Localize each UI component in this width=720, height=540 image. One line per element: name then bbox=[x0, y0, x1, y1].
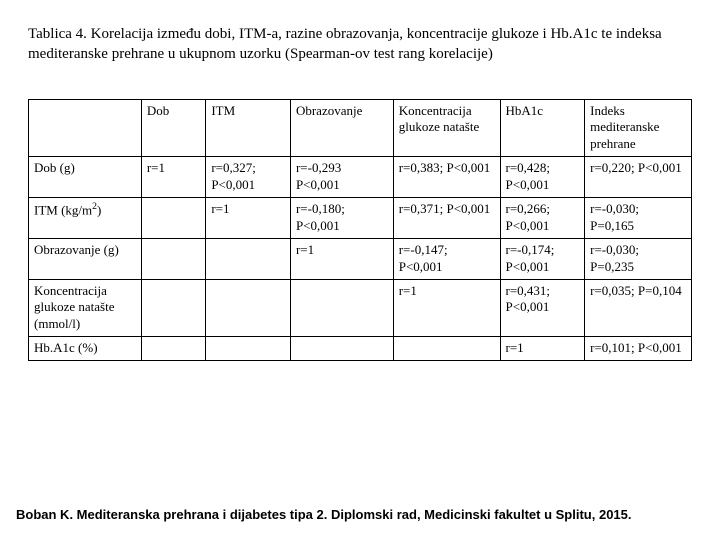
cell: r=-0,174; P<0,001 bbox=[500, 238, 585, 279]
table-row: Koncentracija glukoze natašte (mmol/l) r=… bbox=[29, 279, 692, 337]
col-header: HbA1c bbox=[500, 99, 585, 157]
cell bbox=[393, 337, 500, 361]
cell: r=0,327; P<0,001 bbox=[206, 157, 291, 198]
table-header-row: Dob ITM Obrazovanje Koncentracija glukoz… bbox=[29, 99, 692, 157]
row-label: Koncentracija glukoze natašte (mmol/l) bbox=[29, 279, 142, 337]
col-header: Indeks mediteranske prehrane bbox=[585, 99, 692, 157]
cell bbox=[206, 238, 291, 279]
table-caption: Tablica 4. Korelacija između dobi, ITM-a… bbox=[28, 24, 692, 65]
cell bbox=[206, 337, 291, 361]
cell bbox=[141, 337, 205, 361]
cell: r=1 bbox=[393, 279, 500, 337]
cell: r=-0,293 P<0,001 bbox=[290, 157, 393, 198]
cell: r=-0,180; P<0,001 bbox=[290, 197, 393, 238]
col-header bbox=[29, 99, 142, 157]
table-row: Hb.A1c (%) r=1r=0,101; P<0,001 bbox=[29, 337, 692, 361]
table-row: Dob (g)r=1r=0,327; P<0,001r=-0,293 P<0,0… bbox=[29, 157, 692, 198]
cell: r=0,371; P<0,001 bbox=[393, 197, 500, 238]
cell bbox=[141, 238, 205, 279]
cell: r=1 bbox=[290, 238, 393, 279]
cell bbox=[290, 337, 393, 361]
cell bbox=[206, 279, 291, 337]
cell: r=1 bbox=[141, 157, 205, 198]
row-label: Dob (g) bbox=[29, 157, 142, 198]
cell bbox=[290, 279, 393, 337]
table-row: Obrazovanje (g)r=1r=-0,147; P<0,001r=-0,… bbox=[29, 238, 692, 279]
cell: r=1 bbox=[500, 337, 585, 361]
cell: r=0,431; P<0,001 bbox=[500, 279, 585, 337]
cell: r=0,383; P<0,001 bbox=[393, 157, 500, 198]
col-header: Dob bbox=[141, 99, 205, 157]
cell: r=0,220; P<0,001 bbox=[585, 157, 692, 198]
col-header: ITM bbox=[206, 99, 291, 157]
cell: r=0,266; P<0,001 bbox=[500, 197, 585, 238]
table-row: ITM (kg/m2) r=1r=-0,180; P<0,001r=0,371; … bbox=[29, 197, 692, 238]
row-label: Hb.A1c (%) bbox=[29, 337, 142, 361]
cell: r=-0,147; P<0,001 bbox=[393, 238, 500, 279]
cell bbox=[141, 279, 205, 337]
citation-footer: Boban K. Mediteranska prehrana i dijabet… bbox=[16, 507, 632, 522]
row-label: Obrazovanje (g) bbox=[29, 238, 142, 279]
cell: r=0,428; P<0,001 bbox=[500, 157, 585, 198]
cell: r=0,101; P<0,001 bbox=[585, 337, 692, 361]
cell: r=1 bbox=[206, 197, 291, 238]
cell bbox=[141, 197, 205, 238]
col-header: Obrazovanje bbox=[290, 99, 393, 157]
row-label: ITM (kg/m2) bbox=[29, 197, 142, 238]
cell: r=-0,030; P=0,165 bbox=[585, 197, 692, 238]
cell: r=0,035; P=0,104 bbox=[585, 279, 692, 337]
col-header: Koncentracija glukoze natašte bbox=[393, 99, 500, 157]
cell: r=-0,030; P=0,235 bbox=[585, 238, 692, 279]
correlation-table: Dob ITM Obrazovanje Koncentracija glukoz… bbox=[28, 99, 692, 362]
